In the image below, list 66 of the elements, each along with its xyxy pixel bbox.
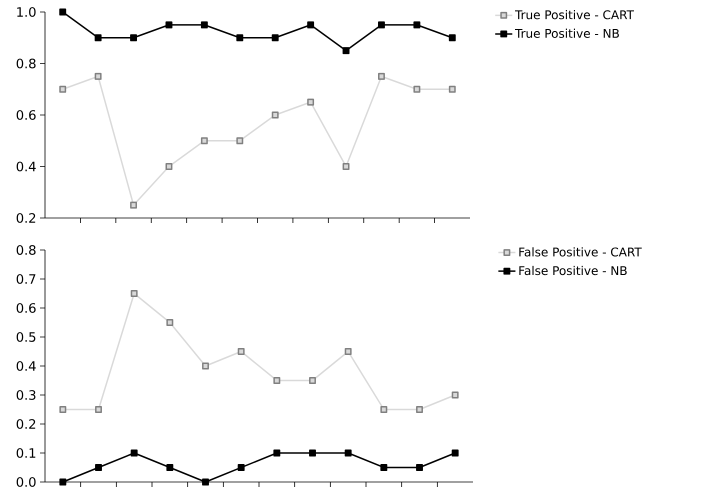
point	[202, 478, 209, 486]
point	[448, 86, 456, 93]
point	[452, 450, 459, 457]
legend-label: False Positive - CART	[519, 247, 642, 257]
point	[413, 21, 420, 28]
point	[236, 137, 244, 144]
point	[236, 34, 244, 42]
point	[130, 450, 138, 457]
point	[342, 47, 350, 54]
legend-label: True Positive - CART	[514, 10, 634, 20]
y-tick-label: 0.4	[16, 361, 36, 371]
point	[59, 86, 66, 93]
point	[130, 290, 138, 298]
point	[309, 377, 316, 384]
point	[452, 392, 459, 399]
point	[416, 406, 423, 414]
point	[59, 8, 66, 16]
y-tick-label: 0.7	[16, 274, 36, 284]
point	[272, 34, 279, 42]
point	[307, 98, 314, 106]
point	[200, 21, 208, 28]
y-tick-label: 0.8	[16, 245, 36, 255]
point	[59, 478, 66, 486]
point	[238, 348, 245, 356]
point	[95, 406, 102, 414]
point	[94, 72, 102, 80]
point	[94, 34, 102, 42]
point	[166, 163, 172, 170]
point	[95, 464, 102, 472]
y-tick-label: 0.2	[16, 213, 36, 223]
point	[272, 112, 279, 119]
point	[307, 21, 314, 28]
point	[59, 406, 66, 414]
point	[130, 34, 137, 42]
y-tick-label: 0.1	[16, 448, 36, 458]
point	[238, 464, 245, 472]
point	[309, 450, 316, 457]
point	[416, 464, 423, 472]
point	[166, 21, 172, 28]
point	[273, 377, 280, 384]
point	[378, 72, 385, 80]
point	[344, 348, 352, 356]
y-tick-label: 0.3	[16, 390, 36, 400]
point	[273, 450, 280, 457]
y-tick-label: 0.6	[16, 303, 36, 313]
y-tick-label: 0.8	[16, 58, 36, 68]
y-tick-label: 0.4	[16, 162, 36, 172]
y-tick-label: 0.6	[16, 110, 36, 120]
y-tick-label: 0.5	[16, 332, 36, 342]
y-tick-label: 0.0	[16, 477, 36, 487]
y-tick-label: 1.0	[17, 7, 36, 17]
point	[200, 137, 208, 144]
legend-label: True Positive - NB	[514, 28, 619, 38]
legend-label: False Positive - NB	[519, 266, 627, 276]
point	[413, 86, 420, 93]
point	[448, 34, 456, 42]
y-tick-label: 0.2	[16, 419, 36, 429]
point	[130, 202, 137, 209]
point	[380, 406, 388, 414]
point	[342, 163, 350, 170]
point	[344, 450, 352, 457]
point	[380, 464, 388, 472]
point	[166, 464, 174, 472]
point	[378, 21, 385, 28]
point	[166, 319, 174, 326]
point	[202, 362, 209, 370]
